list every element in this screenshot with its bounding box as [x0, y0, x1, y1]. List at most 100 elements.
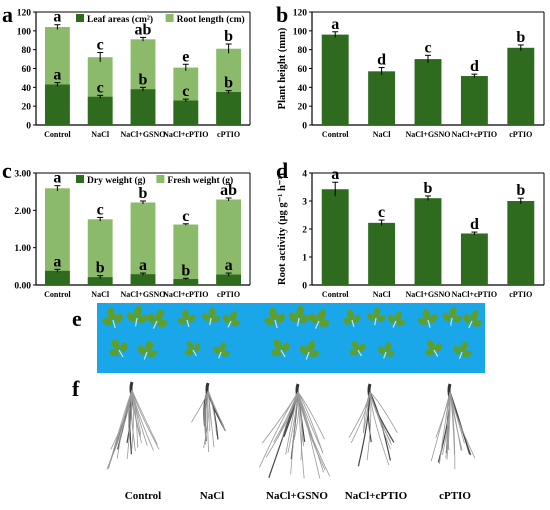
leaf	[349, 340, 366, 357]
bar	[130, 202, 156, 285]
significance-letter: ab	[135, 21, 152, 38]
y-tick-label: 0	[26, 122, 31, 132]
significance-letter: b	[424, 180, 433, 197]
bar	[87, 277, 113, 285]
leaf	[271, 339, 290, 358]
bar	[173, 279, 199, 285]
significance-letter: d	[377, 52, 386, 69]
significance-letter: c	[97, 201, 104, 218]
leaf	[223, 311, 241, 328]
significance-letter: d	[470, 58, 479, 75]
leaf-photo	[97, 303, 485, 373]
category-label: NaCl+cPTIO	[452, 290, 497, 299]
bar	[321, 189, 349, 285]
y-tick-label: 1.00	[14, 244, 31, 254]
y-tick-label: 0	[302, 282, 307, 292]
y-tick-label: 20	[22, 103, 32, 113]
legend-entry: Root length (cm)	[165, 14, 245, 25]
root-system	[259, 383, 331, 479]
chart-b: 0 20 40 60 80 100 120 Plant height (mm) a d c d b Con…	[277, 9, 545, 139]
leaf	[378, 342, 395, 359]
leaf	[109, 339, 128, 358]
leaf	[309, 309, 330, 329]
bar	[44, 270, 70, 285]
leaf	[264, 307, 285, 329]
legend-entry: Fresh weight (g)	[156, 175, 233, 186]
leaf	[388, 311, 406, 328]
category-label: cPTIO	[509, 290, 532, 299]
leaf	[442, 306, 462, 326]
significance-letter: c	[97, 79, 104, 96]
bar	[87, 96, 113, 125]
leaf	[342, 309, 361, 328]
significance-letter: c	[97, 36, 104, 53]
significance-letter: a	[53, 253, 61, 270]
category-label: Control	[44, 290, 71, 299]
panel-label-d: d	[276, 158, 288, 183]
y-tick-label: 60	[22, 65, 32, 75]
leaf	[213, 342, 230, 359]
bar	[216, 92, 242, 125]
legend-swatch	[76, 175, 84, 183]
category-label: NaCl+cPTIO	[452, 130, 497, 139]
y-tick-label: 0.00	[14, 282, 31, 292]
root-system	[106, 381, 160, 470]
y-tick-label: 80	[22, 46, 32, 56]
y-tick-label: 40	[298, 84, 308, 94]
bar	[130, 89, 156, 125]
legend-label: Leaf areas (cm²)	[87, 14, 153, 25]
leaf	[367, 307, 386, 326]
category-label: cPTIO	[217, 290, 240, 299]
significance-letter: c	[182, 83, 189, 100]
y-tick-label: 4	[302, 170, 307, 180]
significance-letter: c	[378, 204, 385, 221]
significance-letter: e	[182, 48, 189, 65]
bar	[321, 34, 349, 125]
leaf	[424, 340, 442, 357]
y-axis-title: Root activity (μg g⁻¹ h⁻¹)	[277, 173, 288, 285]
y-tick-label: 60	[298, 65, 308, 75]
category-label: cPTIO	[509, 130, 532, 139]
y-tick-label: 0	[302, 122, 307, 132]
chart-a: 0 20 40 60 80 100 120 a c ab e b a c b c b Control NaCl NaC…	[17, 9, 251, 139]
bar	[173, 224, 199, 285]
y-axis-title: Plant height (mm)	[277, 27, 288, 109]
category-label: Control	[44, 130, 71, 139]
significance-letter: a	[53, 9, 61, 26]
legend-swatch	[156, 175, 165, 183]
root-label-nacl: NaCl	[200, 490, 224, 502]
legend-entry: Dry weight (g)	[76, 175, 146, 186]
legend-swatch	[76, 14, 84, 22]
bar	[460, 76, 488, 125]
bar	[130, 274, 156, 285]
bar	[173, 100, 199, 125]
category-label: Control	[322, 290, 349, 299]
panel-label-b: b	[276, 2, 288, 27]
significance-letter: a	[331, 166, 339, 183]
category-label: NaCl+cPTIO	[163, 290, 208, 299]
bar	[368, 222, 396, 285]
bar	[368, 71, 396, 125]
y-tick-label: 2	[302, 226, 307, 236]
significance-letter: b	[139, 185, 148, 202]
significance-letter: b	[516, 182, 525, 199]
category-label: NaCl+GSNO	[405, 130, 450, 139]
leaf	[102, 307, 123, 329]
bar	[460, 233, 488, 285]
significance-letter: b	[516, 29, 525, 46]
legend-entry: Leaf areas (cm²)	[76, 14, 153, 25]
category-label: NaCl	[91, 130, 110, 139]
significance-letter: a	[53, 67, 61, 84]
significance-letter: b	[181, 262, 190, 279]
leaf	[299, 340, 320, 360]
panel-label-f: f	[72, 376, 80, 401]
leaf	[453, 341, 472, 360]
significance-letter: a	[53, 170, 61, 187]
y-tick-label: 120	[293, 9, 308, 19]
significance-letter: b	[139, 71, 148, 88]
category-label: Control	[322, 130, 349, 139]
root-system	[191, 382, 226, 453]
y-tick-label: 100	[17, 27, 32, 37]
category-label: NaCl	[91, 290, 110, 299]
